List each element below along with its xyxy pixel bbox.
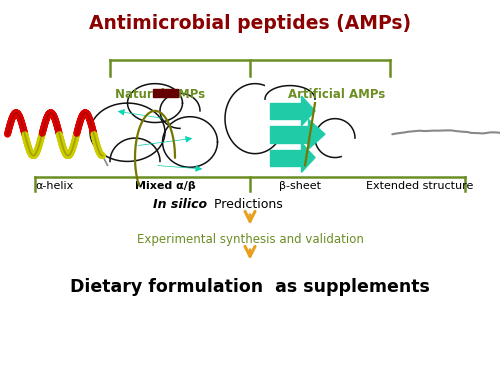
Polygon shape [302,96,315,126]
Text: Artificial AMPs: Artificial AMPs [288,88,385,100]
Bar [270,126,308,143]
Polygon shape [302,143,315,172]
Bar [270,103,302,119]
Text: Extended structure: Extended structure [366,181,474,191]
Polygon shape [152,89,178,97]
Text: Mixed α/β: Mixed α/β [134,181,196,191]
Text: β-sheet: β-sheet [279,181,321,191]
Bar [270,150,302,166]
Polygon shape [308,119,325,149]
Text: Dietary formulation  as supplements: Dietary formulation as supplements [70,278,430,296]
Text: Predictions: Predictions [210,198,283,211]
Text: Experimental synthesis and validation: Experimental synthesis and validation [136,233,364,246]
Text: α-helix: α-helix [36,181,74,191]
Text: Antimicrobial peptides (AMPs): Antimicrobial peptides (AMPs) [89,14,411,33]
Text: In silico: In silico [154,198,208,211]
Text: Natural AMPs: Natural AMPs [115,88,205,100]
